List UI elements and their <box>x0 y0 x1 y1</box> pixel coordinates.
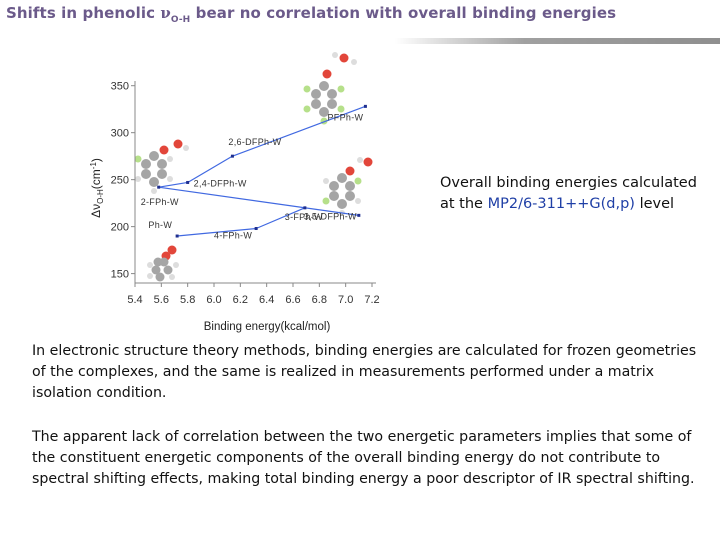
series-connector-line <box>177 227 257 237</box>
title-prefix: Shifts in phenolic <box>6 4 161 22</box>
data-point-label: Ph-W <box>148 220 172 230</box>
data-point <box>357 213 361 217</box>
y-tick-label: 150 <box>111 269 129 281</box>
note-prefix: at the <box>440 196 488 212</box>
title-nu-symbol: ν <box>160 4 171 22</box>
y-tick-label: 200 <box>111 222 129 234</box>
data-point <box>363 104 367 108</box>
molecule-illustration-top <box>303 52 357 125</box>
data-point <box>303 206 307 210</box>
y-tick-label: 250 <box>111 175 129 187</box>
slide-title: Shifts in phenolic νO-H bear no correlat… <box>6 4 616 25</box>
x-tick-label: 5.8 <box>180 294 195 306</box>
data-point <box>157 185 161 189</box>
data-point-label: 4-FPh-W <box>214 231 252 241</box>
x-tick-label: 7.2 <box>364 294 379 306</box>
series-connector-line <box>232 105 366 157</box>
y-axis-title: ΔνO-H(cm-1) <box>89 158 105 218</box>
paragraph-lack-of-correlation: The apparent lack of correlation between… <box>32 429 695 487</box>
y-tick-label: 300 <box>111 128 129 140</box>
data-point-label: 2-FPh-W <box>141 197 179 207</box>
method-name: MP2/6-311++G(d,p) <box>487 196 635 212</box>
x-tick-label: 6.8 <box>312 294 327 306</box>
data-point-label: 2,6-DFPh-W <box>228 137 281 147</box>
title-divider <box>395 38 720 44</box>
molecule-illustration-right <box>322 157 373 216</box>
note-line-1: Overall binding energies calculated <box>440 175 697 191</box>
data-point <box>186 180 190 184</box>
note-line-2: at the MP2/6-311++G(d,p) level <box>440 194 705 215</box>
data-point <box>254 227 258 231</box>
x-tick-label: 6.6 <box>285 294 300 306</box>
x-tick-label: 7.0 <box>338 294 353 306</box>
data-point-label: 3-FPh-W <box>285 212 323 222</box>
series-connector-line <box>255 207 306 230</box>
series-connector-line <box>187 155 233 183</box>
data-point-label: 2,4-DFPh-W <box>194 178 247 188</box>
series-connector-line <box>158 186 359 216</box>
x-axis-title: Binding energy(kcal/mol) <box>204 321 331 333</box>
y-tick-label: 350 <box>111 81 129 93</box>
title-subscript: O-H <box>170 15 191 25</box>
molecule-illustration-lower-left <box>147 245 179 282</box>
data-point <box>175 234 179 238</box>
series-connector-line <box>158 181 188 188</box>
x-tick-label: 6.4 <box>259 294 274 306</box>
x-tick-label: 5.6 <box>154 294 169 306</box>
x-tick-label: 5.4 <box>127 294 142 306</box>
note-suffix: level <box>634 196 675 212</box>
data-point-label: PFPh-W <box>328 112 364 122</box>
x-tick-label: 6.2 <box>233 294 248 306</box>
data-point-label: 3,5-DFPh-W <box>304 211 357 221</box>
molecule-illustration-upper-left <box>134 139 189 194</box>
x-tick-label: 6.0 <box>206 294 221 306</box>
paragraph-frozen-geometries: In electronic structure theory methods, … <box>32 343 697 401</box>
data-point <box>230 154 234 158</box>
title-suffix: bear no correlation with overall binding… <box>190 4 617 22</box>
binding-energy-note: Overall binding energies calculated at t… <box>440 173 705 215</box>
